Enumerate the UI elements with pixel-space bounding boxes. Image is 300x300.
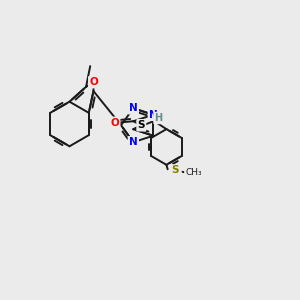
Text: CH₃: CH₃ bbox=[185, 168, 202, 177]
Text: H: H bbox=[154, 113, 163, 123]
Text: N: N bbox=[129, 137, 138, 147]
Text: O: O bbox=[110, 118, 119, 128]
Text: S: S bbox=[171, 166, 179, 176]
Text: N: N bbox=[149, 110, 158, 120]
Text: S: S bbox=[138, 120, 145, 130]
Text: O: O bbox=[89, 77, 98, 87]
Text: N: N bbox=[129, 103, 138, 113]
